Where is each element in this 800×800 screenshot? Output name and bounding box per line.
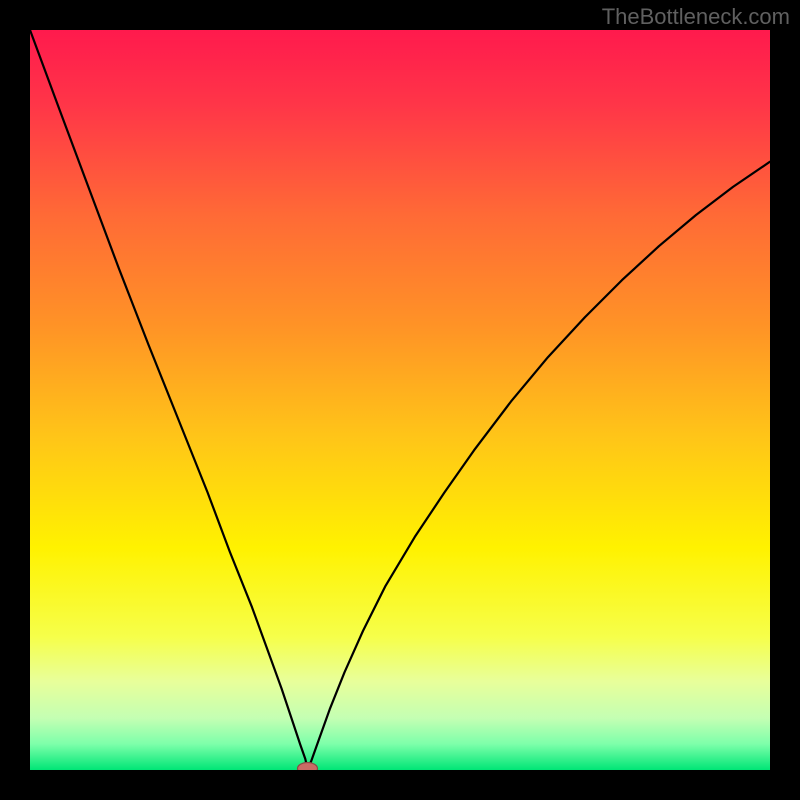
gradient-background (30, 30, 770, 770)
chart-container: TheBottleneck.com (0, 0, 800, 800)
watermark-text: TheBottleneck.com (602, 4, 790, 30)
optimal-point-marker (298, 763, 318, 770)
bottleneck-curve-plot (30, 30, 770, 770)
